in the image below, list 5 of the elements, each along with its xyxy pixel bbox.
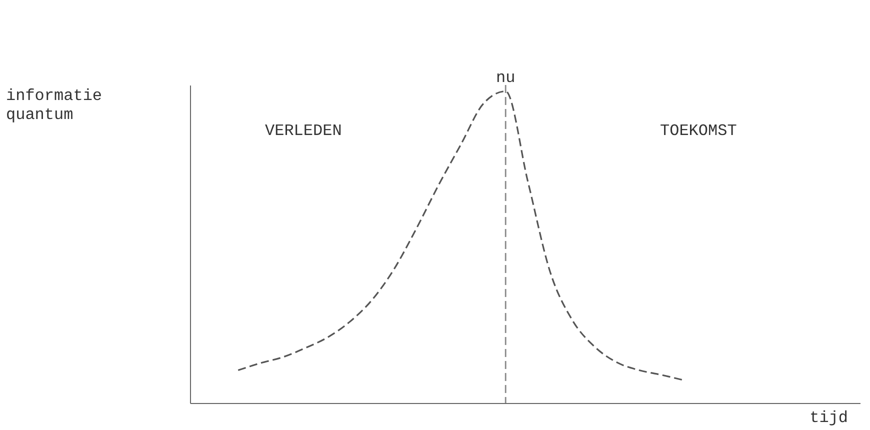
text: informatie quantum bbox=[6, 87, 102, 124]
text: tijd bbox=[810, 409, 848, 427]
text: nu bbox=[496, 69, 516, 87]
annotation: TOEKOMST bbox=[660, 122, 737, 140]
annotation: VERLEDEN bbox=[265, 122, 342, 140]
